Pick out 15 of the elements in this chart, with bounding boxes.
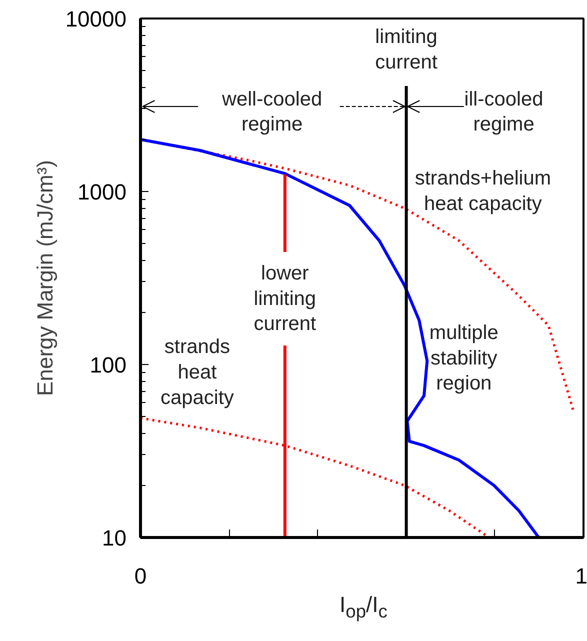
x-tick-label: 1 <box>575 564 587 588</box>
annotation: multiple stability region <box>429 322 498 395</box>
y-tick-label: 10 <box>102 526 127 550</box>
annotation: strands heat capacity <box>160 336 234 409</box>
annotation: well-cooled regime <box>221 88 322 136</box>
y-tick-label: 100 <box>90 352 127 378</box>
ref-line-label: limiting current <box>375 26 438 74</box>
y-tick-label: 1000 <box>78 180 127 204</box>
x-tick-label: 0 <box>134 564 147 588</box>
y-axis-title: Energy Margin (mJ/cm³) <box>32 160 58 396</box>
ref-line-label: lower limiting current <box>254 262 316 336</box>
y-tick-label: 10000 <box>65 6 127 32</box>
annotation: ill-cooled regime <box>464 88 544 136</box>
x-axis-title: I$_{op}$/I$_{c}$ <box>340 591 388 624</box>
annotation: strands+helium heat capacity <box>414 168 552 215</box>
